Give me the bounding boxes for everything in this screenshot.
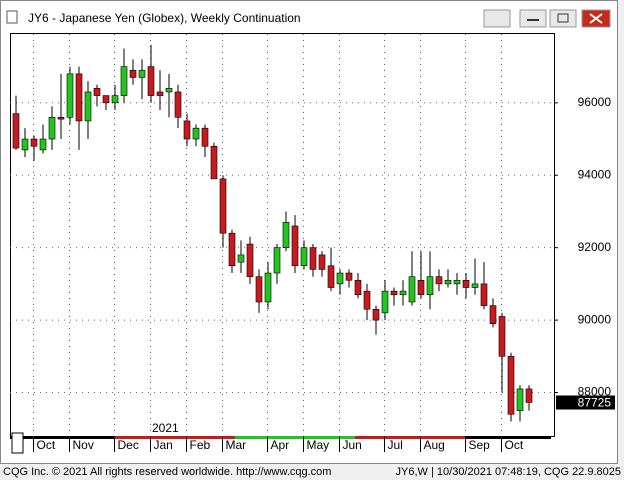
- candle-body: [525, 388, 533, 403]
- footer-status: JY6,W | 10/30/2021 07:48:19, CQG 22.9.80…: [396, 466, 621, 478]
- x-tick-label: Jun: [343, 438, 362, 452]
- candle-body: [21, 138, 29, 151]
- x-tick-label: Oct: [505, 438, 524, 452]
- x-tick-label: Feb: [190, 438, 211, 452]
- x-tick-label: Oct: [37, 438, 56, 452]
- candle-body: [327, 265, 335, 288]
- scroll-box[interactable]: [11, 432, 24, 454]
- candle-body: [192, 127, 200, 140]
- candle-body: [264, 272, 272, 303]
- x-tick-label: Jul: [388, 438, 403, 452]
- plot-area: [10, 33, 555, 437]
- x-tick-label: Nov: [73, 438, 94, 452]
- x-tick-label: Dec: [118, 438, 139, 452]
- candle-body: [408, 276, 416, 303]
- candle-body: [228, 232, 236, 267]
- close-icon: [589, 13, 603, 24]
- candle-body: [453, 279, 461, 285]
- candle-body: [93, 88, 101, 96]
- candle-body: [138, 69, 146, 78]
- candle-body: [462, 279, 470, 288]
- minimize-button[interactable]: [519, 9, 547, 28]
- candle-body: [489, 305, 497, 325]
- candle-body: [210, 145, 218, 180]
- candle-body: [156, 91, 164, 96]
- candle-body: [426, 276, 434, 296]
- candle-body: [165, 88, 173, 93]
- candle-body: [273, 247, 281, 274]
- maximize-icon: [557, 13, 569, 23]
- candle-body: [300, 247, 308, 267]
- candle-body: [480, 283, 488, 306]
- candle-body: [336, 272, 344, 285]
- candle-body: [444, 279, 452, 285]
- candle-body: [147, 66, 155, 96]
- candle-body: [219, 178, 227, 234]
- candle-body: [507, 356, 515, 415]
- time-bar-segment: [235, 436, 355, 439]
- y-tick-label: 90000: [578, 312, 612, 326]
- candle-body: [282, 222, 290, 248]
- time-bar-segment: [355, 436, 465, 439]
- candle-body: [291, 225, 299, 267]
- candle-body: [84, 91, 92, 122]
- candle-body: [30, 138, 38, 147]
- candle-body: [363, 290, 371, 310]
- candle-body: [111, 95, 119, 104]
- candle-body: [102, 95, 110, 104]
- candle-body: [246, 243, 254, 277]
- candle-body: [174, 91, 182, 118]
- x-tick-label: Jan: [154, 438, 173, 452]
- candle-body: [66, 73, 74, 118]
- candle-body: [417, 279, 425, 296]
- candle-body: [381, 290, 389, 314]
- y-tick-label: 96000: [578, 95, 612, 109]
- candle-body: [12, 113, 20, 149]
- window-icon: [6, 10, 18, 24]
- candle-body: [318, 254, 326, 270]
- time-bar-segment: [115, 436, 235, 439]
- x-tick-label: Apr: [271, 438, 290, 452]
- candle-body: [390, 290, 398, 296]
- candle-body: [354, 279, 362, 296]
- year-label: 2021: [152, 421, 179, 435]
- candle-body: [48, 116, 56, 140]
- window-title: JY6 - Japanese Yen (Globex), Weekly Cont…: [28, 11, 301, 25]
- last-price-box: [556, 395, 615, 410]
- y-tick-label: 92000: [578, 240, 612, 254]
- candle-body: [183, 120, 191, 140]
- candle-body: [309, 247, 317, 270]
- candle-body: [57, 116, 65, 120]
- candle-body: [39, 138, 47, 151]
- candle-body: [372, 308, 380, 321]
- candle-body: [345, 272, 353, 281]
- x-tick-label: May: [307, 438, 330, 452]
- y-tick-label: 88000: [578, 385, 612, 399]
- candle-body: [201, 127, 209, 147]
- link-button[interactable]: [483, 9, 511, 28]
- candle-body: [471, 283, 479, 288]
- candle-body: [435, 276, 443, 285]
- footer-copyright: CQG Inc. © 2021 All rights reserved worl…: [3, 466, 331, 478]
- last-price-label: 87725: [578, 396, 612, 410]
- maximize-button[interactable]: [549, 9, 577, 28]
- candle-body: [237, 254, 245, 263]
- candle-body: [120, 66, 128, 96]
- candle-body: [516, 388, 524, 411]
- candle-body: [399, 290, 407, 296]
- candle-body: [498, 316, 506, 357]
- x-tick-label: Sep: [469, 438, 491, 452]
- candle-body: [75, 73, 83, 122]
- x-tick-label: Aug: [424, 438, 445, 452]
- x-tick-label: Mar: [226, 438, 247, 452]
- candle-body: [255, 276, 263, 303]
- y-tick-label: 94000: [578, 167, 612, 181]
- candle-body: [129, 69, 137, 78]
